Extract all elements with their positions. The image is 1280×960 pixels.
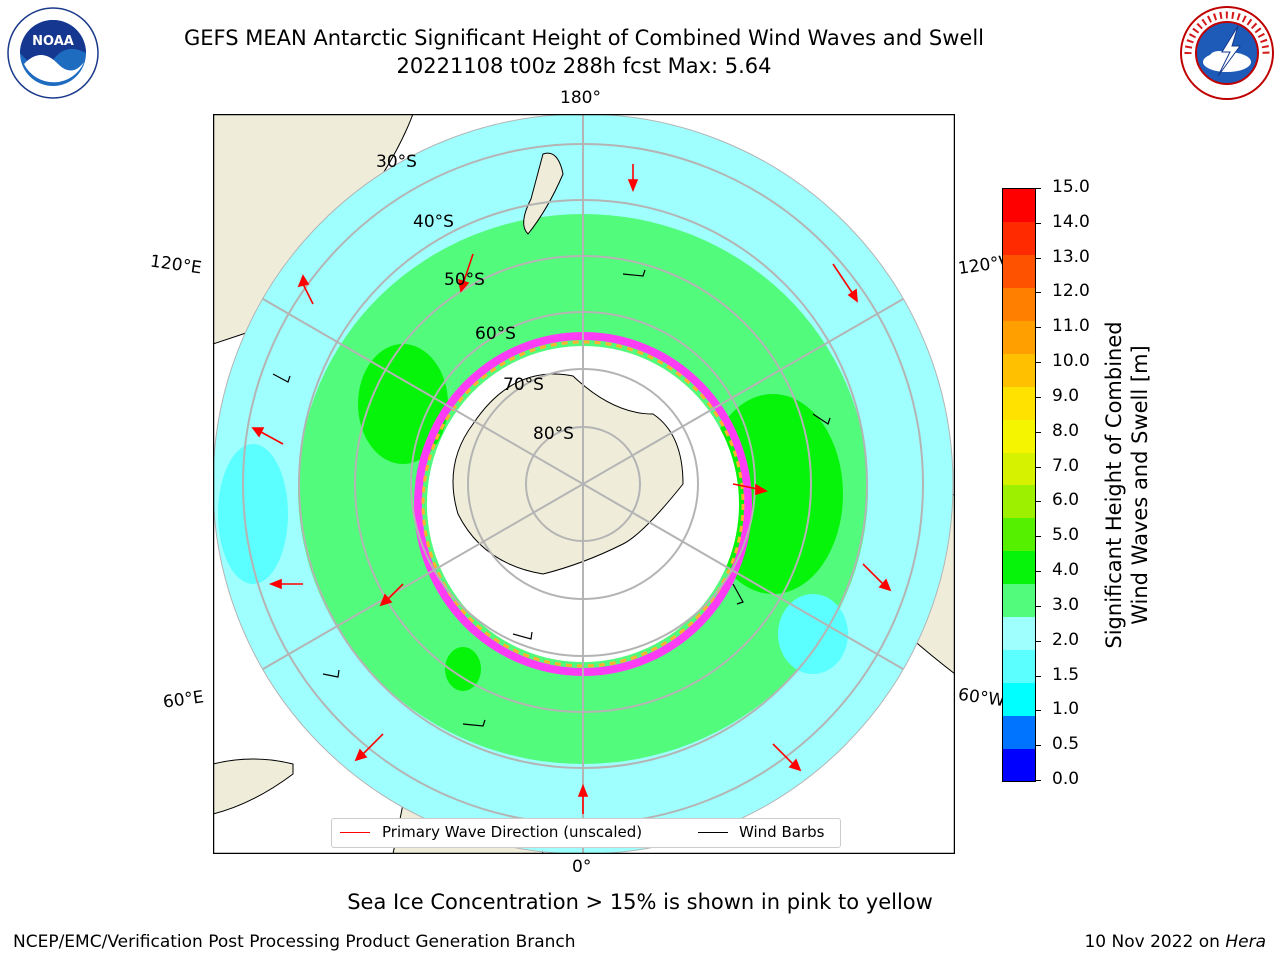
lat-label-80s: 80°S — [533, 424, 574, 444]
new-zealand-land — [523, 152, 564, 235]
lon-label-0: 0° — [572, 857, 592, 877]
wind-barbs — [272, 269, 831, 727]
primary-wave-swatch — [340, 832, 370, 833]
colorbar-tick-label: 2.0 — [1052, 629, 1080, 650]
lon-label-60w: 60°W — [956, 684, 1007, 712]
colorbar-tick-mark — [1035, 327, 1041, 329]
colorbar-segment — [1003, 419, 1035, 453]
africa-land — [212, 758, 294, 815]
lat-label-30s: 30°S — [376, 152, 417, 172]
colorbar-tick-mark — [1035, 222, 1041, 224]
colorbar-tick-mark — [1035, 605, 1041, 607]
colorbar-tick-label: 11.0 — [1052, 316, 1090, 337]
antarctica-land — [452, 373, 684, 575]
colorbar-tick-label: 0.0 — [1052, 769, 1080, 789]
wave-arrows — [251, 164, 892, 814]
colorbar-tick-label: 8.0 — [1052, 420, 1080, 441]
lon-label-180: 180° — [560, 88, 601, 108]
colorbar-tick-mark — [1035, 396, 1041, 398]
nws-logo — [1180, 6, 1274, 100]
colorbar-tick-mark — [1035, 571, 1041, 573]
colorbar-tick-label: 3.0 — [1052, 594, 1080, 615]
colorbar-tick-mark — [1035, 362, 1041, 364]
map-legend: Primary Wave Direction (unscaled) Wind B… — [331, 818, 841, 848]
colorbar-tick-label: 6.0 — [1052, 490, 1080, 511]
colorbar-tick-label: 5.0 — [1052, 525, 1080, 546]
colorbar-tick-mark — [1035, 745, 1041, 747]
colorbar-segment — [1003, 452, 1035, 486]
wind-barb-legend-label: Wind Barbs — [739, 823, 825, 841]
colorbar-tick-label: 7.0 — [1052, 455, 1080, 476]
wind-barb-swatch — [698, 832, 728, 833]
colorbar — [1002, 188, 1036, 782]
primary-wave-legend-label: Primary Wave Direction (unscaled) — [382, 823, 643, 841]
chart-title: GEFS MEAN Antarctic Significant Height o… — [183, 26, 985, 50]
colorbar-tick-label: 10.0 — [1052, 351, 1090, 372]
colorbar-tick-mark — [1035, 710, 1041, 712]
colorbar-segment — [1003, 254, 1035, 289]
colorbar-tick-mark — [1035, 501, 1041, 503]
chart-subtitle: 20221108 t00z 288h fcst Max: 5.64 — [396, 54, 772, 78]
colorbar-tick-label: 15.0 — [1052, 177, 1090, 197]
lon-label-120e: 120°E — [148, 251, 203, 279]
colorbar-tick-mark — [1035, 292, 1041, 294]
colorbar-segment — [1003, 386, 1035, 420]
colorbar-segment — [1003, 649, 1035, 683]
lat-label-60s: 60°S — [475, 324, 516, 344]
colorbar-tick-label: 13.0 — [1052, 246, 1090, 267]
colorbar-segment — [1003, 287, 1035, 322]
colorbar-label: Significant Height of Combined Wind Waves… — [1102, 321, 1152, 649]
lat-label-40s: 40°S — [413, 212, 454, 232]
colorbar-tick-mark — [1035, 257, 1041, 259]
colorbar-segment — [1003, 715, 1035, 749]
colorbar-segment — [1003, 616, 1035, 650]
colorbar-tick-label: 0.5 — [1052, 734, 1080, 755]
svg-text:NOAA: NOAA — [32, 34, 74, 49]
colorbar-tick-mark — [1035, 780, 1041, 781]
colorbar-tick-label: 4.0 — [1052, 560, 1080, 581]
footer-branch: NCEP/EMC/Verification Post Processing Pr… — [13, 932, 576, 952]
colorbar-tick-label: 12.0 — [1052, 281, 1090, 302]
colorbar-segment — [1003, 682, 1035, 716]
colorbar-segment — [1003, 320, 1035, 354]
colorbar-tick-label: 9.0 — [1052, 385, 1080, 406]
colorbar-segment — [1003, 583, 1035, 618]
colorbar-segment — [1003, 221, 1035, 256]
lon-label-60e: 60°E — [161, 687, 206, 713]
colorbar-tick-mark — [1035, 188, 1041, 189]
colorbar-segment — [1003, 748, 1035, 782]
colorbar-tick-mark — [1035, 675, 1041, 677]
noaa-logo: NOAA — [7, 7, 99, 99]
colorbar-segment — [1003, 189, 1035, 223]
colorbar-tick-label: 14.0 — [1052, 211, 1090, 232]
colorbar-tick-mark — [1035, 466, 1041, 468]
colorbar-segment — [1003, 517, 1035, 552]
footer-date: 10 Nov 2022 on Hera — [1084, 932, 1266, 952]
colorbar-tick-mark — [1035, 536, 1041, 538]
colorbar-tick-mark — [1035, 640, 1041, 642]
colorbar-segment — [1003, 353, 1035, 387]
colorbar-tick-label: 1.5 — [1052, 664, 1080, 685]
antarctic-map — [212, 113, 956, 855]
colorbar-tick-mark — [1035, 431, 1041, 433]
lat-label-50s: 50°S — [444, 270, 485, 290]
lat-label-70s: 70°S — [503, 375, 544, 395]
colorbar-tick-label: 1.0 — [1052, 699, 1080, 720]
sea-ice-caption: Sea Ice Concentration > 15% is shown in … — [347, 890, 933, 914]
colorbar-segment — [1003, 485, 1035, 519]
colorbar-segment — [1003, 550, 1035, 585]
map-plot — [212, 113, 956, 855]
